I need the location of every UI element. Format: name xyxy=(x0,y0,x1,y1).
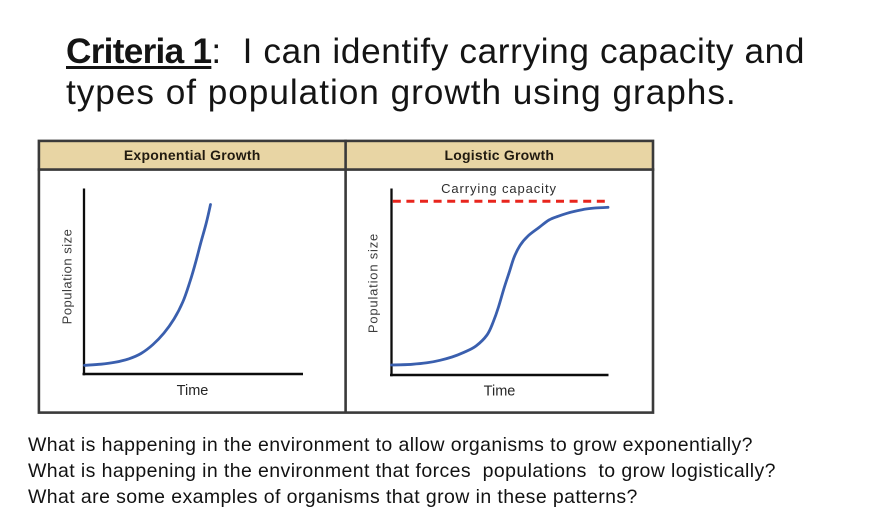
svg-text:Population size: Population size xyxy=(366,233,381,333)
svg-text:Population size: Population size xyxy=(60,229,75,325)
svg-text:Exponential Growth: Exponential Growth xyxy=(124,147,261,163)
svg-text:Carrying capacity: Carrying capacity xyxy=(441,181,557,196)
svg-text:Logistic Growth: Logistic Growth xyxy=(445,147,555,163)
svg-text:Time: Time xyxy=(484,384,516,400)
svg-text:Time: Time xyxy=(177,383,209,399)
